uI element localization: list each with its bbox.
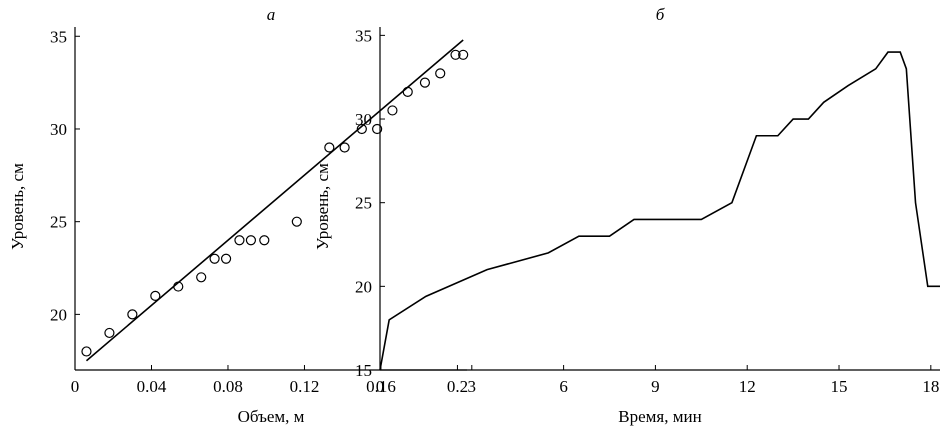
data-line: [379, 51, 940, 371]
y-tick-label: 15: [355, 361, 372, 380]
point: [339, 142, 350, 153]
point: [356, 123, 367, 135]
y-tick-label: 25: [355, 194, 372, 213]
y-tick-label: 30: [50, 120, 67, 139]
x-tick-label: 0.2: [447, 377, 468, 396]
point: [196, 272, 207, 283]
x-tick-label: 0.12: [290, 377, 320, 396]
panel-title: а: [267, 5, 276, 24]
point: [419, 77, 431, 88]
point: [291, 216, 302, 227]
x-axis-label: Объем, м: [238, 407, 305, 426]
x-tick-label: 9: [651, 377, 660, 396]
y-tick-label: 25: [50, 213, 67, 232]
point: [435, 68, 446, 79]
x-tick-label: 0: [71, 377, 80, 396]
y-axis-label: Уровень, см: [313, 163, 332, 250]
x-tick-label: 15: [831, 377, 848, 396]
x-tick-label: 0.16: [366, 377, 396, 396]
point: [402, 86, 413, 97]
point: [450, 49, 461, 60]
point: [127, 309, 138, 320]
y-axis-label: Уровень, см: [8, 163, 27, 250]
point: [324, 142, 335, 153]
x-tick-label: 12: [739, 377, 756, 396]
x-axis-label: Время, мин: [618, 407, 701, 426]
y-tick-label: 35: [50, 27, 67, 46]
x-tick-label: 18: [922, 377, 939, 396]
point: [259, 235, 270, 246]
point: [458, 49, 469, 60]
point: [150, 290, 161, 301]
panel-title: б: [656, 5, 665, 24]
x-tick-label: 0: [376, 377, 385, 396]
point: [209, 253, 220, 264]
y-tick-label: 20: [50, 305, 67, 324]
point: [372, 123, 383, 135]
x-tick-label: 0.08: [213, 377, 243, 396]
x-tick-label: 0.04: [137, 377, 167, 396]
x-tick-label: 6: [559, 377, 568, 396]
point: [173, 281, 184, 292]
y-tick-label: 30: [355, 110, 372, 129]
point: [220, 253, 232, 264]
x-tick-label: 3: [468, 377, 477, 396]
point: [234, 235, 245, 246]
y-tick-label: 20: [355, 277, 372, 296]
point: [245, 235, 257, 246]
point: [104, 327, 115, 339]
fit-line: [85, 39, 464, 362]
y-tick-label: 35: [355, 26, 372, 45]
point: [387, 105, 398, 116]
point: [81, 346, 92, 357]
